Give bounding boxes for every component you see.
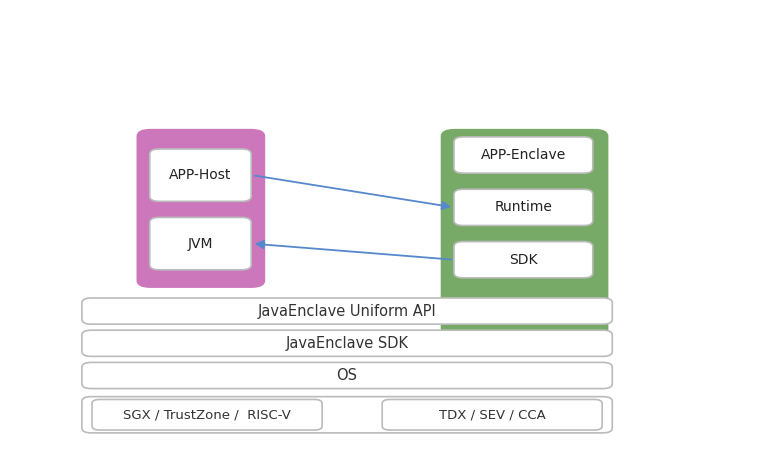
Text: APP-Host: APP-Host <box>169 168 232 182</box>
FancyBboxPatch shape <box>454 137 593 173</box>
Text: JavaEnclave Uniform API: JavaEnclave Uniform API <box>257 304 437 318</box>
FancyBboxPatch shape <box>136 129 265 288</box>
FancyBboxPatch shape <box>82 330 612 356</box>
Text: SDK: SDK <box>509 253 537 267</box>
FancyBboxPatch shape <box>82 363 612 389</box>
FancyBboxPatch shape <box>454 189 593 226</box>
FancyBboxPatch shape <box>82 298 612 324</box>
FancyBboxPatch shape <box>441 129 608 348</box>
Text: APP-Enclave: APP-Enclave <box>480 148 566 162</box>
Text: Runtime: Runtime <box>495 200 552 214</box>
Text: OS: OS <box>337 368 357 383</box>
Text: JVM: JVM <box>188 237 213 251</box>
Text: JavaEnclave SDK: JavaEnclave SDK <box>285 336 409 351</box>
FancyBboxPatch shape <box>82 396 612 433</box>
FancyBboxPatch shape <box>382 400 602 430</box>
FancyBboxPatch shape <box>454 242 593 278</box>
Text: TDX / SEV / CCA: TDX / SEV / CCA <box>439 408 545 421</box>
FancyBboxPatch shape <box>150 149 251 201</box>
FancyBboxPatch shape <box>92 400 322 430</box>
FancyBboxPatch shape <box>150 217 251 270</box>
Text: SGX / TrustZone /  RISC-V: SGX / TrustZone / RISC-V <box>123 408 291 421</box>
